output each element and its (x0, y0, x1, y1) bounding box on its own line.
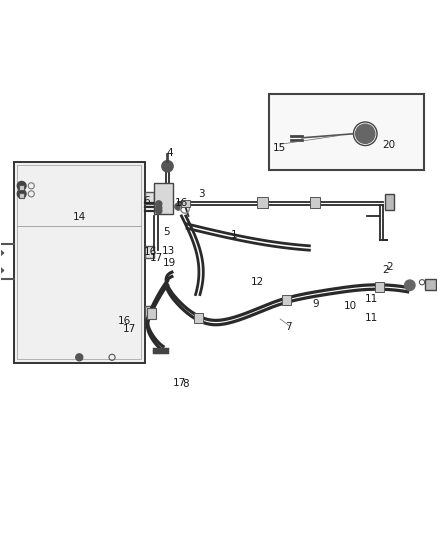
Bar (154, 183, 173, 214)
Bar (14, 161, 145, 362)
Text: 9: 9 (313, 298, 319, 309)
Circle shape (17, 190, 26, 198)
Bar (17, 165, 141, 359)
Text: 3: 3 (198, 189, 205, 199)
Text: 17: 17 (173, 378, 186, 388)
Circle shape (175, 203, 182, 210)
Text: 14: 14 (73, 212, 86, 222)
Circle shape (405, 280, 415, 290)
Bar (194, 313, 203, 324)
Bar (375, 282, 384, 292)
Bar (145, 192, 154, 204)
Text: 1: 1 (231, 230, 237, 240)
Bar (310, 197, 320, 208)
Bar (425, 279, 436, 289)
Text: 2: 2 (386, 262, 392, 271)
Text: 12: 12 (251, 277, 264, 287)
Bar (258, 197, 268, 208)
Circle shape (155, 205, 162, 211)
Bar (145, 306, 154, 318)
Bar (147, 309, 156, 319)
Text: 4: 4 (167, 148, 173, 158)
Text: 5: 5 (163, 227, 170, 237)
Text: 17: 17 (124, 324, 137, 334)
Text: 16: 16 (118, 316, 131, 326)
Bar (385, 193, 394, 210)
Text: 16: 16 (175, 198, 188, 208)
Text: 17: 17 (150, 253, 163, 263)
Bar (145, 246, 154, 258)
Text: 19: 19 (163, 258, 176, 268)
Text: 16: 16 (143, 247, 157, 257)
Circle shape (76, 354, 83, 361)
Text: 10: 10 (343, 301, 357, 311)
Text: 6: 6 (143, 196, 149, 206)
Text: 7: 7 (286, 322, 292, 332)
Text: 11: 11 (364, 312, 378, 322)
Text: 20: 20 (383, 140, 396, 150)
Text: 15: 15 (272, 143, 286, 153)
Circle shape (162, 160, 173, 172)
Text: 13: 13 (162, 246, 175, 256)
Circle shape (17, 181, 26, 190)
Text: 8: 8 (182, 378, 189, 389)
Circle shape (155, 208, 162, 214)
Bar (269, 94, 424, 171)
Bar (180, 200, 190, 207)
Bar (282, 295, 291, 305)
Bar (19, 184, 24, 190)
Circle shape (356, 124, 375, 143)
Bar (19, 192, 24, 198)
Text: 2: 2 (382, 264, 389, 274)
Circle shape (155, 201, 162, 207)
Text: 11: 11 (364, 294, 378, 304)
